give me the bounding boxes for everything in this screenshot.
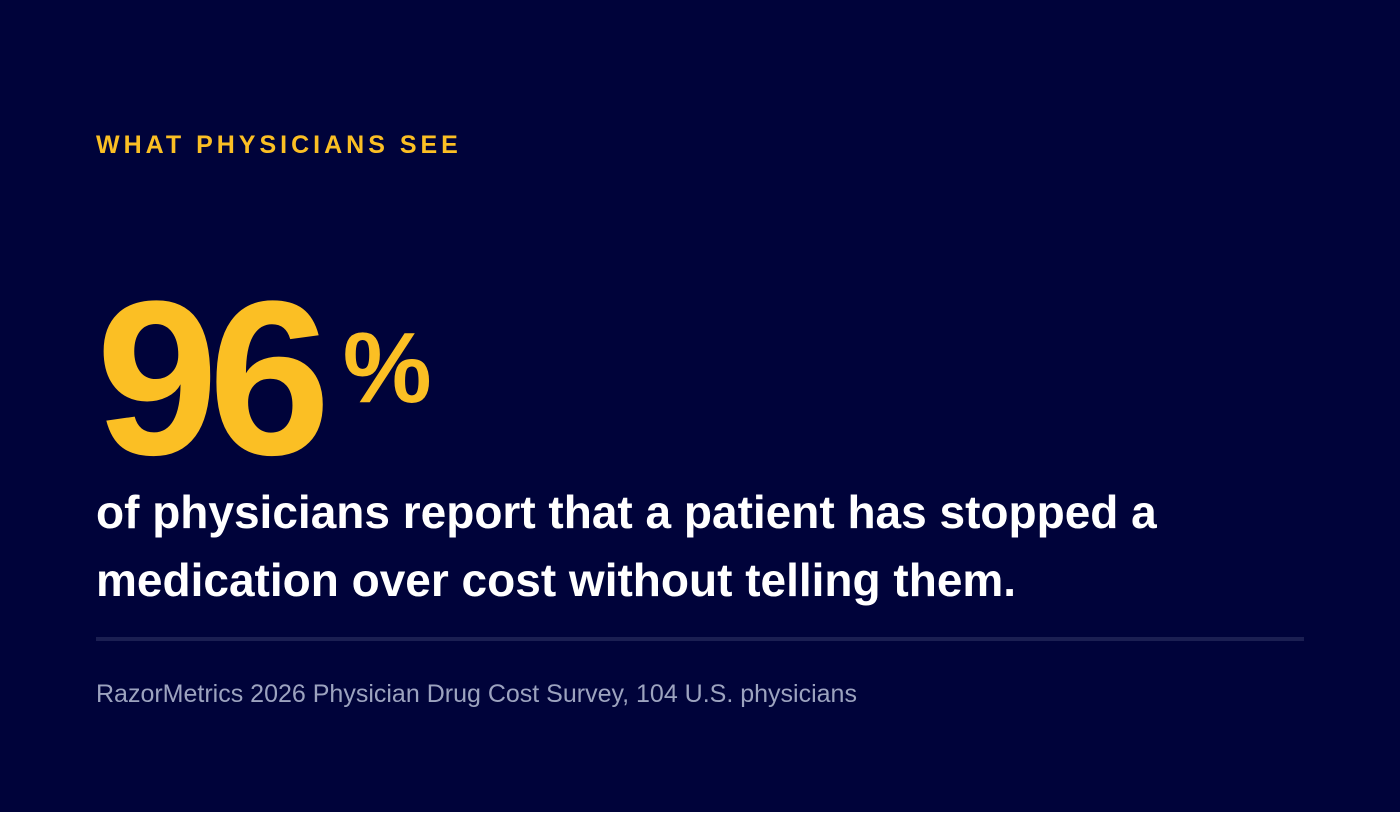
- stat-number: 96: [96, 255, 331, 501]
- eyebrow-label: WHAT PHYSICIANS SEE: [96, 131, 462, 159]
- stat-description: of physicians report that a patient has …: [96, 486, 1157, 606]
- stat-percent-sign: %: [342, 312, 432, 424]
- stat-figure: 96 %: [96, 255, 432, 501]
- source-citation: RazorMetrics 2026 Physician Drug Cost Su…: [96, 680, 857, 708]
- divider: [96, 637, 1304, 641]
